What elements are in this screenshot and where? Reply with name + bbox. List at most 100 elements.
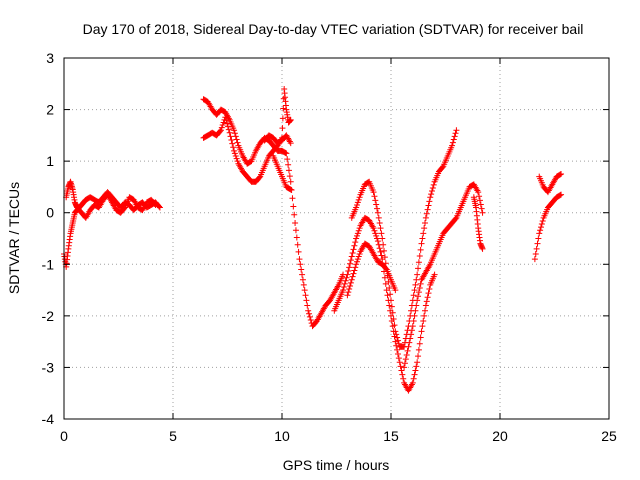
data-point — [376, 220, 383, 227]
data-points — [61, 85, 565, 394]
data-point — [426, 286, 433, 293]
data-point — [227, 133, 234, 140]
data-point — [394, 351, 401, 358]
data-point — [371, 193, 378, 200]
data-point — [386, 285, 393, 292]
data-point — [416, 340, 423, 347]
data-point — [388, 303, 395, 310]
data-point — [303, 297, 310, 304]
data-point — [394, 346, 401, 353]
data-point — [256, 174, 263, 181]
data-point — [539, 217, 546, 224]
data-point — [418, 328, 425, 335]
data-point — [377, 248, 384, 255]
data-point — [409, 379, 416, 386]
data-point — [306, 313, 313, 320]
data-point — [413, 276, 420, 283]
data-point — [280, 105, 287, 112]
data-point — [234, 158, 241, 165]
data-point — [394, 334, 401, 341]
data-point — [423, 210, 430, 217]
data-point — [537, 224, 544, 231]
data-point — [304, 302, 311, 309]
data-point — [347, 282, 354, 289]
data-point — [301, 287, 308, 294]
data-point — [395, 355, 402, 362]
data-point — [392, 287, 399, 294]
data-point — [422, 307, 429, 314]
data-point — [404, 347, 411, 354]
data-point — [279, 115, 286, 122]
data-point — [299, 271, 306, 278]
data-point — [346, 286, 353, 293]
data-point — [401, 360, 408, 367]
data-point — [414, 359, 421, 366]
data-point — [421, 312, 428, 319]
data-point — [477, 201, 484, 208]
data-point — [232, 152, 239, 159]
data-point — [392, 338, 399, 345]
data-point — [427, 194, 434, 201]
data-point — [355, 253, 362, 260]
data-point — [410, 292, 417, 299]
data-point — [282, 149, 289, 156]
data-point — [356, 225, 363, 232]
data-point — [353, 201, 360, 208]
y-tick-label: -1 — [42, 256, 55, 272]
data-point — [344, 292, 351, 299]
data-point — [219, 122, 226, 129]
data-point — [402, 356, 409, 363]
data-point — [353, 261, 360, 268]
data-point — [296, 256, 303, 263]
data-point — [376, 245, 383, 252]
data-point — [224, 120, 231, 127]
data-point — [392, 328, 399, 335]
data-point — [217, 127, 224, 134]
plot-frame — [63, 57, 610, 420]
data-point — [285, 167, 292, 174]
data-point — [389, 309, 396, 316]
data-point — [286, 173, 293, 180]
y-axis-label: SDTVAR / TECUs — [6, 182, 22, 294]
y-tick-label: 0 — [46, 205, 54, 221]
data-point — [297, 261, 304, 268]
data-point — [341, 280, 348, 287]
data-point — [225, 126, 232, 133]
data-point — [345, 289, 352, 296]
data-point — [419, 235, 426, 242]
data-point — [344, 271, 351, 278]
data-point — [390, 315, 397, 322]
data-point — [352, 239, 359, 246]
chart-title: Day 170 of 2018, Sidereal Day-to-day VTE… — [83, 21, 584, 37]
data-point — [452, 130, 459, 137]
data-point — [287, 178, 294, 185]
data-point — [350, 246, 357, 253]
data-point — [347, 260, 354, 267]
data-point — [293, 234, 300, 241]
data-point — [449, 142, 456, 149]
data-point — [388, 297, 394, 304]
data-point — [230, 144, 237, 151]
data-point — [298, 266, 305, 273]
data-point — [348, 253, 355, 260]
data-point — [400, 375, 407, 382]
data-point — [352, 264, 359, 271]
data-point — [412, 367, 419, 374]
data-point — [537, 227, 544, 234]
data-point — [479, 209, 486, 216]
data-point — [351, 267, 358, 274]
data-point — [346, 264, 353, 271]
data-point — [279, 125, 286, 132]
data-point — [307, 316, 314, 323]
data-point — [295, 248, 302, 255]
y-tick-label: -3 — [42, 359, 55, 375]
data-point — [557, 171, 564, 178]
data-point — [424, 294, 431, 301]
data-point — [422, 302, 429, 309]
data-point — [399, 371, 406, 378]
data-point — [375, 214, 382, 221]
y-tick-label: 3 — [46, 50, 54, 66]
data-point — [292, 220, 299, 227]
data-point — [354, 230, 361, 237]
data-point — [356, 194, 363, 201]
